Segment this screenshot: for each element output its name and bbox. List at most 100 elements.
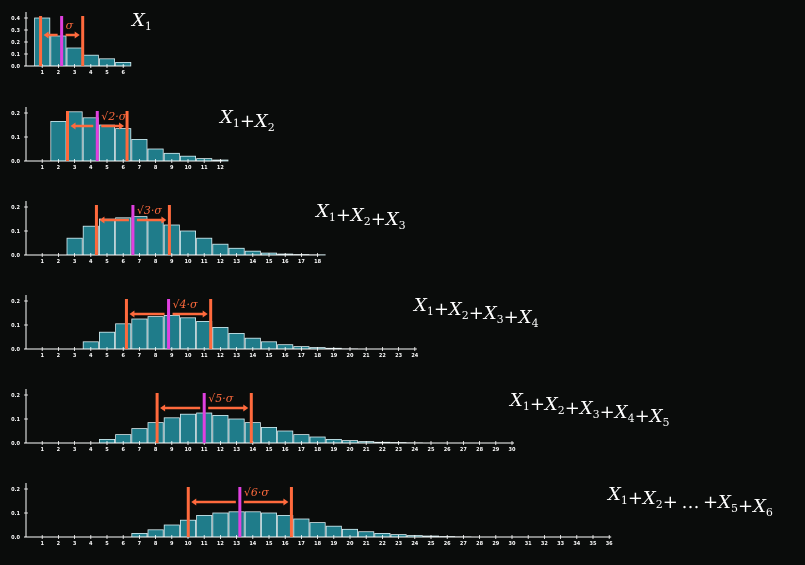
variable-base: X (218, 107, 234, 128)
bar-5 (99, 331, 116, 350)
x-tick-label: 12 (217, 541, 224, 547)
variable-base: X (578, 398, 594, 419)
x-tick-label: 30 (509, 447, 516, 453)
y-tick-label: 0.0 (11, 64, 20, 70)
sigma-label: √6·σ (244, 486, 270, 499)
plus-sign: + (371, 209, 386, 230)
x-tick-label: 12 (217, 353, 224, 359)
x-tick-label: 13 (233, 447, 240, 453)
ellipsis: … (678, 492, 703, 513)
x-tick-label: 4 (89, 165, 93, 171)
bar-7 (131, 318, 148, 350)
variable-subscript: 2 (656, 498, 663, 511)
x-tick-label: 5 (105, 165, 109, 171)
chart-panel-6: 1 2 3 4 5 6 7 8 9 10 11 12 13 14 15 16 17 18 19 20 21 22 23 24 2… (11, 483, 773, 547)
bar-12 (212, 326, 229, 350)
sum-label: X1 (130, 10, 152, 33)
sum-label: X1+X2+X3 (314, 201, 406, 232)
x-tick-label: 2 (57, 165, 61, 171)
bar-14 (244, 511, 261, 538)
x-tick-label: 9 (170, 259, 174, 265)
sum-label: X1+X2+X3+X4+X5 (508, 390, 670, 429)
plus-sign: + (240, 111, 255, 132)
variable-base: X (130, 10, 146, 31)
x-tick-label: 20 (347, 541, 354, 547)
x-tick-label: 23 (395, 541, 402, 547)
chart-panel-2: 1 2 3 4 5 6 7 8 9 10 11 120.00.10.2 √2·σ X1+X2 (11, 107, 275, 171)
y-tick-label: 0.3 (11, 28, 20, 34)
x-tick-label: 5 (105, 259, 109, 265)
x-tick-label: 3 (73, 541, 77, 547)
x-tick-label: 3 (73, 70, 77, 76)
variable-subscript: 1 (233, 117, 240, 130)
x-tick-label: 17 (298, 447, 305, 453)
variable-subscript: 4 (628, 412, 635, 425)
bar-7 (131, 138, 148, 162)
bar-5 (99, 124, 116, 162)
plus-sign: + (635, 406, 650, 427)
y-tick-label: 0.1 (11, 417, 20, 423)
x-tick-label: 3 (73, 353, 77, 359)
variable-subscript: 1 (621, 494, 628, 507)
x-tick-label: 19 (330, 447, 337, 453)
bar-13 (228, 511, 245, 538)
y-tick-label: 0.0 (11, 535, 20, 541)
x-tick-label: 3 (73, 447, 77, 453)
x-tick-label: 32 (541, 541, 548, 547)
arrow-head (99, 216, 105, 224)
y-tick-label: 0.0 (11, 159, 20, 165)
plus-sign: + (469, 303, 484, 324)
bar-8 (147, 219, 164, 256)
arrow-head (191, 498, 197, 506)
x-tick-label: 17 (298, 541, 305, 547)
arrow-head (129, 310, 135, 318)
bar-3 (66, 47, 83, 67)
x-tick-label: 3 (73, 165, 77, 171)
x-tick-label: 3 (73, 259, 77, 265)
x-tick-label: 9 (170, 165, 174, 171)
variable-subscript: 3 (399, 219, 406, 232)
bar-9 (163, 314, 180, 350)
x-tick-label: 12 (217, 165, 224, 171)
x-tick-label: 14 (249, 353, 256, 359)
bar-10 (179, 317, 196, 350)
x-tick-label: 7 (138, 447, 142, 453)
x-tick-label: 7 (138, 353, 142, 359)
x-tick-label: 7 (138, 165, 142, 171)
x-tick-label: 11 (201, 541, 208, 547)
bar-15 (260, 426, 277, 444)
x-tick-label: 33 (557, 541, 564, 547)
arrow-head (119, 122, 125, 130)
variable-base: X (751, 496, 767, 517)
x-tick-label: 9 (170, 353, 174, 359)
x-tick-label: 31 (525, 541, 532, 547)
variable-base: X (543, 394, 559, 415)
variable-subscript: 2 (268, 121, 275, 134)
y-tick-label: 0.0 (11, 347, 20, 353)
y-tick-label: 0.1 (11, 323, 20, 329)
sigma-label: √4·σ (173, 298, 199, 311)
x-tick-label: 8 (154, 447, 158, 453)
x-tick-label: 23 (395, 353, 402, 359)
plus-sign: + (336, 205, 351, 226)
bar-18 (309, 522, 326, 538)
sigma-label: √2·σ (101, 110, 127, 123)
x-tick-label: 27 (460, 447, 467, 453)
arrow-head (74, 31, 80, 39)
x-tick-label: 6 (121, 165, 125, 171)
x-tick-label: 8 (154, 259, 158, 265)
variable-subscript: 4 (532, 317, 539, 330)
variable-subscript: 3 (593, 408, 600, 421)
x-tick-label: 2 (57, 353, 61, 359)
x-tick-label: 1 (40, 259, 44, 265)
variable-base: X (482, 303, 498, 324)
x-tick-label: 22 (379, 541, 386, 547)
x-tick-label: 11 (201, 447, 208, 453)
arrow-head (283, 498, 289, 506)
x-tick-label: 12 (217, 259, 224, 265)
x-tick-label: 4 (89, 259, 93, 265)
x-tick-label: 25 (428, 447, 435, 453)
arrow-head (160, 404, 166, 412)
plus-sign: + (600, 402, 615, 423)
x-tick-label: 5 (105, 70, 109, 76)
